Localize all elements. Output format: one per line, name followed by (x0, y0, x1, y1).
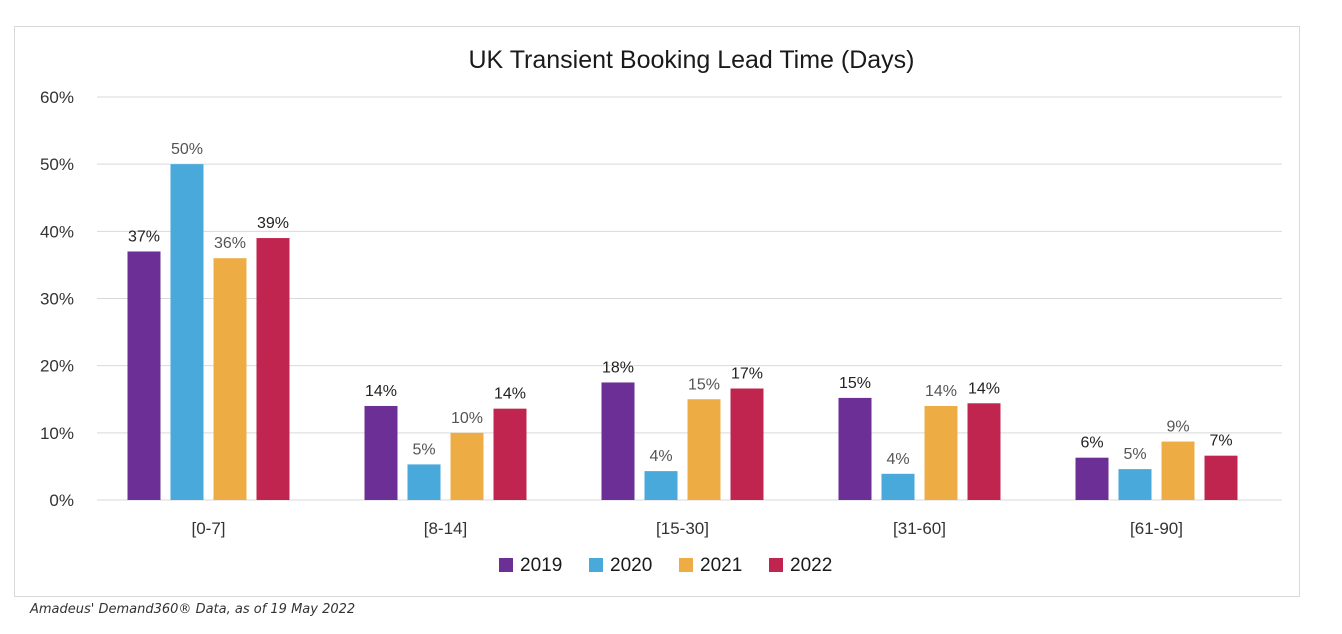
bar-2021-3 (924, 405, 958, 500)
data-label: 14% (968, 380, 1000, 397)
bar-2021-0 (213, 258, 247, 500)
data-label: 9% (1166, 419, 1189, 436)
legend-swatch-2020 (589, 558, 603, 572)
legend-label-2021: 2021 (700, 555, 742, 576)
x-tick-label: [8-14] (424, 519, 467, 538)
bar-2019-4 (1075, 457, 1109, 500)
x-tick-label: [15-30] (656, 519, 709, 538)
bar-2022-0 (256, 238, 290, 501)
x-tick-label: [0-7] (191, 519, 225, 538)
source-footnote: Amadeus' Demand360® Data, as of 19 May 2… (30, 602, 356, 617)
data-label: 14% (925, 383, 957, 400)
legend-swatch-2021 (679, 558, 693, 572)
bar-2022-4 (1204, 455, 1238, 500)
bar-2022-1 (493, 408, 527, 500)
data-label: 18% (602, 359, 634, 376)
bar-2019-1 (364, 405, 398, 500)
data-label: 4% (649, 448, 672, 465)
y-tick-label: 40% (40, 222, 74, 241)
chart-title: UK Transient Booking Lead Time (Days) (468, 46, 914, 74)
legend-label-2022: 2022 (790, 555, 832, 576)
legend-label-2020: 2020 (610, 555, 652, 576)
legend-swatch-2022 (769, 558, 783, 572)
bar-2021-1 (450, 432, 484, 500)
data-label: 17% (731, 366, 763, 383)
bar-2019-2 (601, 382, 635, 500)
x-tick-label: [31-60] (893, 519, 946, 538)
y-tick-label: 50% (40, 155, 74, 174)
y-tick-label: 60% (40, 88, 74, 107)
data-label: 37% (128, 228, 160, 245)
bar-2022-2 (730, 388, 764, 500)
data-label: 14% (365, 383, 397, 400)
data-label: 4% (886, 451, 909, 468)
data-label: 39% (257, 215, 289, 232)
bar-2020-4 (1118, 469, 1152, 500)
data-label: 14% (494, 386, 526, 403)
data-label: 36% (214, 235, 246, 252)
bar-2020-2 (644, 471, 678, 500)
bar-2021-4 (1161, 441, 1195, 500)
bar-2020-1 (407, 464, 441, 500)
data-label: 15% (839, 375, 871, 392)
data-label: 50% (171, 141, 203, 158)
bar-2019-3 (838, 397, 872, 500)
legend-swatch-2019 (499, 558, 513, 572)
y-tick-label: 0% (49, 491, 74, 510)
bar-2019-0 (127, 251, 161, 500)
y-tick-label: 20% (40, 357, 74, 376)
legend-label-2019: 2019 (520, 555, 562, 576)
y-tick-label: 30% (40, 290, 74, 309)
bar-2020-3 (881, 473, 915, 500)
data-label: 7% (1209, 433, 1232, 450)
data-label: 15% (688, 376, 720, 393)
data-label: 10% (451, 410, 483, 427)
data-label: 5% (412, 441, 435, 458)
x-tick-label: [61-90] (1130, 519, 1183, 538)
data-label: 5% (1123, 446, 1146, 463)
y-tick-label: 10% (40, 424, 74, 443)
data-label: 6% (1080, 435, 1103, 452)
bar-2022-3 (967, 403, 1001, 500)
bar-2021-2 (687, 399, 721, 500)
bar-2020-0 (170, 164, 204, 500)
